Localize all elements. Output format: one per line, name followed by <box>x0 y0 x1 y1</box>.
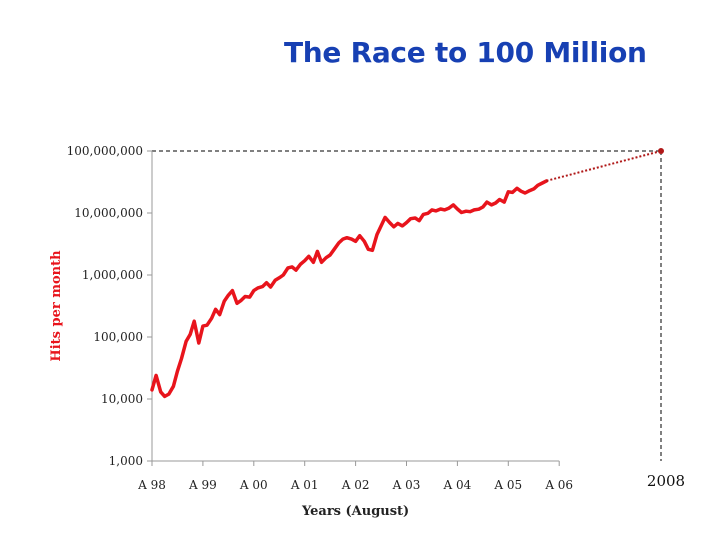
y-tick-label: 1,000,000 <box>82 268 143 282</box>
x-tick-label: A 03 <box>392 478 421 492</box>
y-ticks: 1,000 10,000 100,000 1,000,000 10,000,000 100… <box>67 144 152 468</box>
y-tick-label: 10,000 <box>101 392 143 406</box>
x-tick-label: A 01 <box>290 478 319 492</box>
y-axis-title: Hits per month <box>49 250 64 362</box>
y-tick-label: 100,000,000 <box>67 144 143 158</box>
x-tick-label: A 02 <box>341 478 370 492</box>
y-tick-label: 1,000 <box>109 454 143 468</box>
y-tick-label: 10,000,000 <box>74 206 143 220</box>
year-marker-label: 2008 <box>647 472 685 490</box>
x-tick-label: A 98 <box>137 478 166 492</box>
x-tick-label: A 04 <box>443 478 472 492</box>
projection-line <box>546 150 662 182</box>
series-line <box>150 179 549 399</box>
x-tick-label: A 06 <box>544 478 573 492</box>
page-title: The Race to 100 Million <box>284 36 647 69</box>
x-tick-label: A 00 <box>239 478 268 492</box>
y-tick-label: 100,000 <box>93 330 143 344</box>
projection-endpoint-icon <box>658 148 664 154</box>
x-tick-label: A 05 <box>493 478 522 492</box>
guide-lines <box>152 150 662 461</box>
axes: 1,000 10,000 100,000 1,000,000 10,000,000 100… <box>67 144 573 492</box>
x-ticks: A 98 A 99 A 00 A 01 A 02 A 03 A 04 A 05 A 06 <box>137 461 573 492</box>
x-tick-label: A 99 <box>188 478 217 492</box>
x-axis-title: Years (August) <box>301 504 409 519</box>
